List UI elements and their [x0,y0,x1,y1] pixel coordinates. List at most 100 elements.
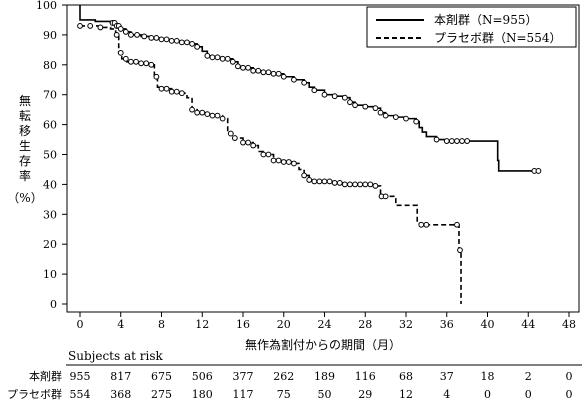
risk-cell: 116 [355,370,376,383]
y-tick-label: 30 [43,208,57,221]
censor-mark-placebo [117,49,124,56]
y-axis-label-char: 無 [19,93,31,108]
censor-mark-placebo [336,180,343,186]
x-tick-label: 40 [481,318,495,331]
legend-label-placebo: プラセボ群（N=554） [434,31,561,45]
y-tick-label: 20 [43,238,57,251]
censor-mark-placebo [347,181,353,188]
y-tick-label: 100 [36,0,57,12]
risk-cell: 506 [192,370,213,383]
censor-mark-placebo [367,181,374,188]
censor-mark-drug [311,87,318,94]
legend-box [366,6,577,48]
y-axis-label-char: 率 [19,168,31,183]
y-axis-label: 無 転 移 生 存 率 （%） [7,93,42,205]
censor-mark-placebo [285,159,292,165]
censor-mark-drug [280,73,287,80]
censor-mark-placebo [306,177,313,183]
censor-mark-placebo [113,32,120,38]
censor-mark-placebo [260,151,267,158]
censor-mark-drug [413,118,420,125]
censor-mark-drug [240,64,246,71]
censor-mark-drug [301,79,308,86]
risk-cell: 4 [443,388,450,401]
risk-cell: 37 [440,370,454,383]
censor-mark-drug [128,32,134,38]
censor-mark-drug [117,26,124,32]
censor-mark-drug [134,32,140,38]
risk-cell: 0 [484,388,491,401]
x-tick-label: 24 [318,318,332,331]
x-tick-label: 8 [158,318,165,331]
y-tick-label: 70 [43,89,57,102]
censor-mark-placebo [326,178,333,185]
y-tick-label: 90 [43,29,57,42]
risk-cell: 189 [314,370,335,383]
censor-mark-drug [392,114,399,121]
censor-mark-placebo [173,88,180,95]
censor-mark-placebo [219,115,226,122]
censor-mark-drug [209,54,216,61]
censor-mark-drug [214,54,221,61]
plot-border [66,4,580,313]
censor-mark-placebo [423,221,430,228]
risk-cell: 29 [358,388,372,401]
censor-mark-placebo [352,181,358,188]
risk-cell: 554 [70,388,91,401]
y-tick-label: 60 [43,119,57,132]
censor-mark-placebo [97,24,104,31]
censor-mark-drug [219,55,226,62]
x-tick-label: 20 [277,318,291,331]
censor-mark-drug [194,43,201,50]
censor-mark-drug [245,64,251,71]
risk-cell: 262 [273,370,294,383]
plot-area [66,4,580,313]
y-tick-label: 80 [43,59,57,72]
y-axis-label-char: 転 [19,109,31,123]
risk-cell: 675 [151,370,172,383]
x-tick-label: 16 [236,318,250,331]
censor-mark-placebo [291,160,297,167]
y-tick-label: 10 [43,268,57,281]
censor-mark-placebo [357,181,364,188]
censor-mark-drug [270,70,277,77]
legend-label-drug: 本剤群（N=955） [434,12,537,27]
censor-mark-placebo [204,111,211,118]
legend: 本剤群（N=955） プラセボ群（N=554） [366,6,577,48]
censor-mark-placebo [148,61,155,68]
censor-mark-drug [352,102,358,109]
risk-cell: 180 [192,388,213,401]
censor-mark-placebo [382,193,389,200]
censor-mark-drug [158,36,165,43]
censor-mark-placebo [280,159,287,165]
censor-mark-placebo [163,85,170,92]
y-axis-label-char: 生 [19,139,31,153]
censor-mark-placebo [331,180,338,186]
censor-mark-placebo [128,58,134,65]
risk-row-label-placebo: プラセボ群 [7,387,62,401]
risk-table: Subjects at risk 本剤群 プラセボ群 955 817 675 506 3… [7,349,582,401]
risk-row-label-drug: 本剤群 [29,369,62,383]
y-axis-unit: （%） [7,191,42,205]
censor-mark-drug [173,37,180,44]
censor-mark-drug [250,67,257,74]
censor-mark-placebo [138,60,145,67]
risk-cell: 368 [110,388,131,401]
x-tick-label: 4 [117,318,124,331]
censor-marks [77,20,542,254]
censor-mark-drug [235,63,241,70]
x-axis-label: 無作為割付からの期間（月） [245,337,401,352]
censor-mark-drug [347,99,353,106]
risk-cell: 377 [233,370,254,383]
censor-mark-drug [377,109,384,116]
censor-mark-drug [148,34,155,41]
censor-mark-drug [321,91,328,98]
censor-mark-placebo [316,178,323,185]
risk-cell: 68 [399,370,413,383]
censor-mark-drug [255,67,262,74]
censor-mark-placebo [178,90,185,97]
censor-mark-drug [260,69,267,76]
censor-mark-drug [229,58,236,65]
censor-mark-drug [122,29,129,35]
